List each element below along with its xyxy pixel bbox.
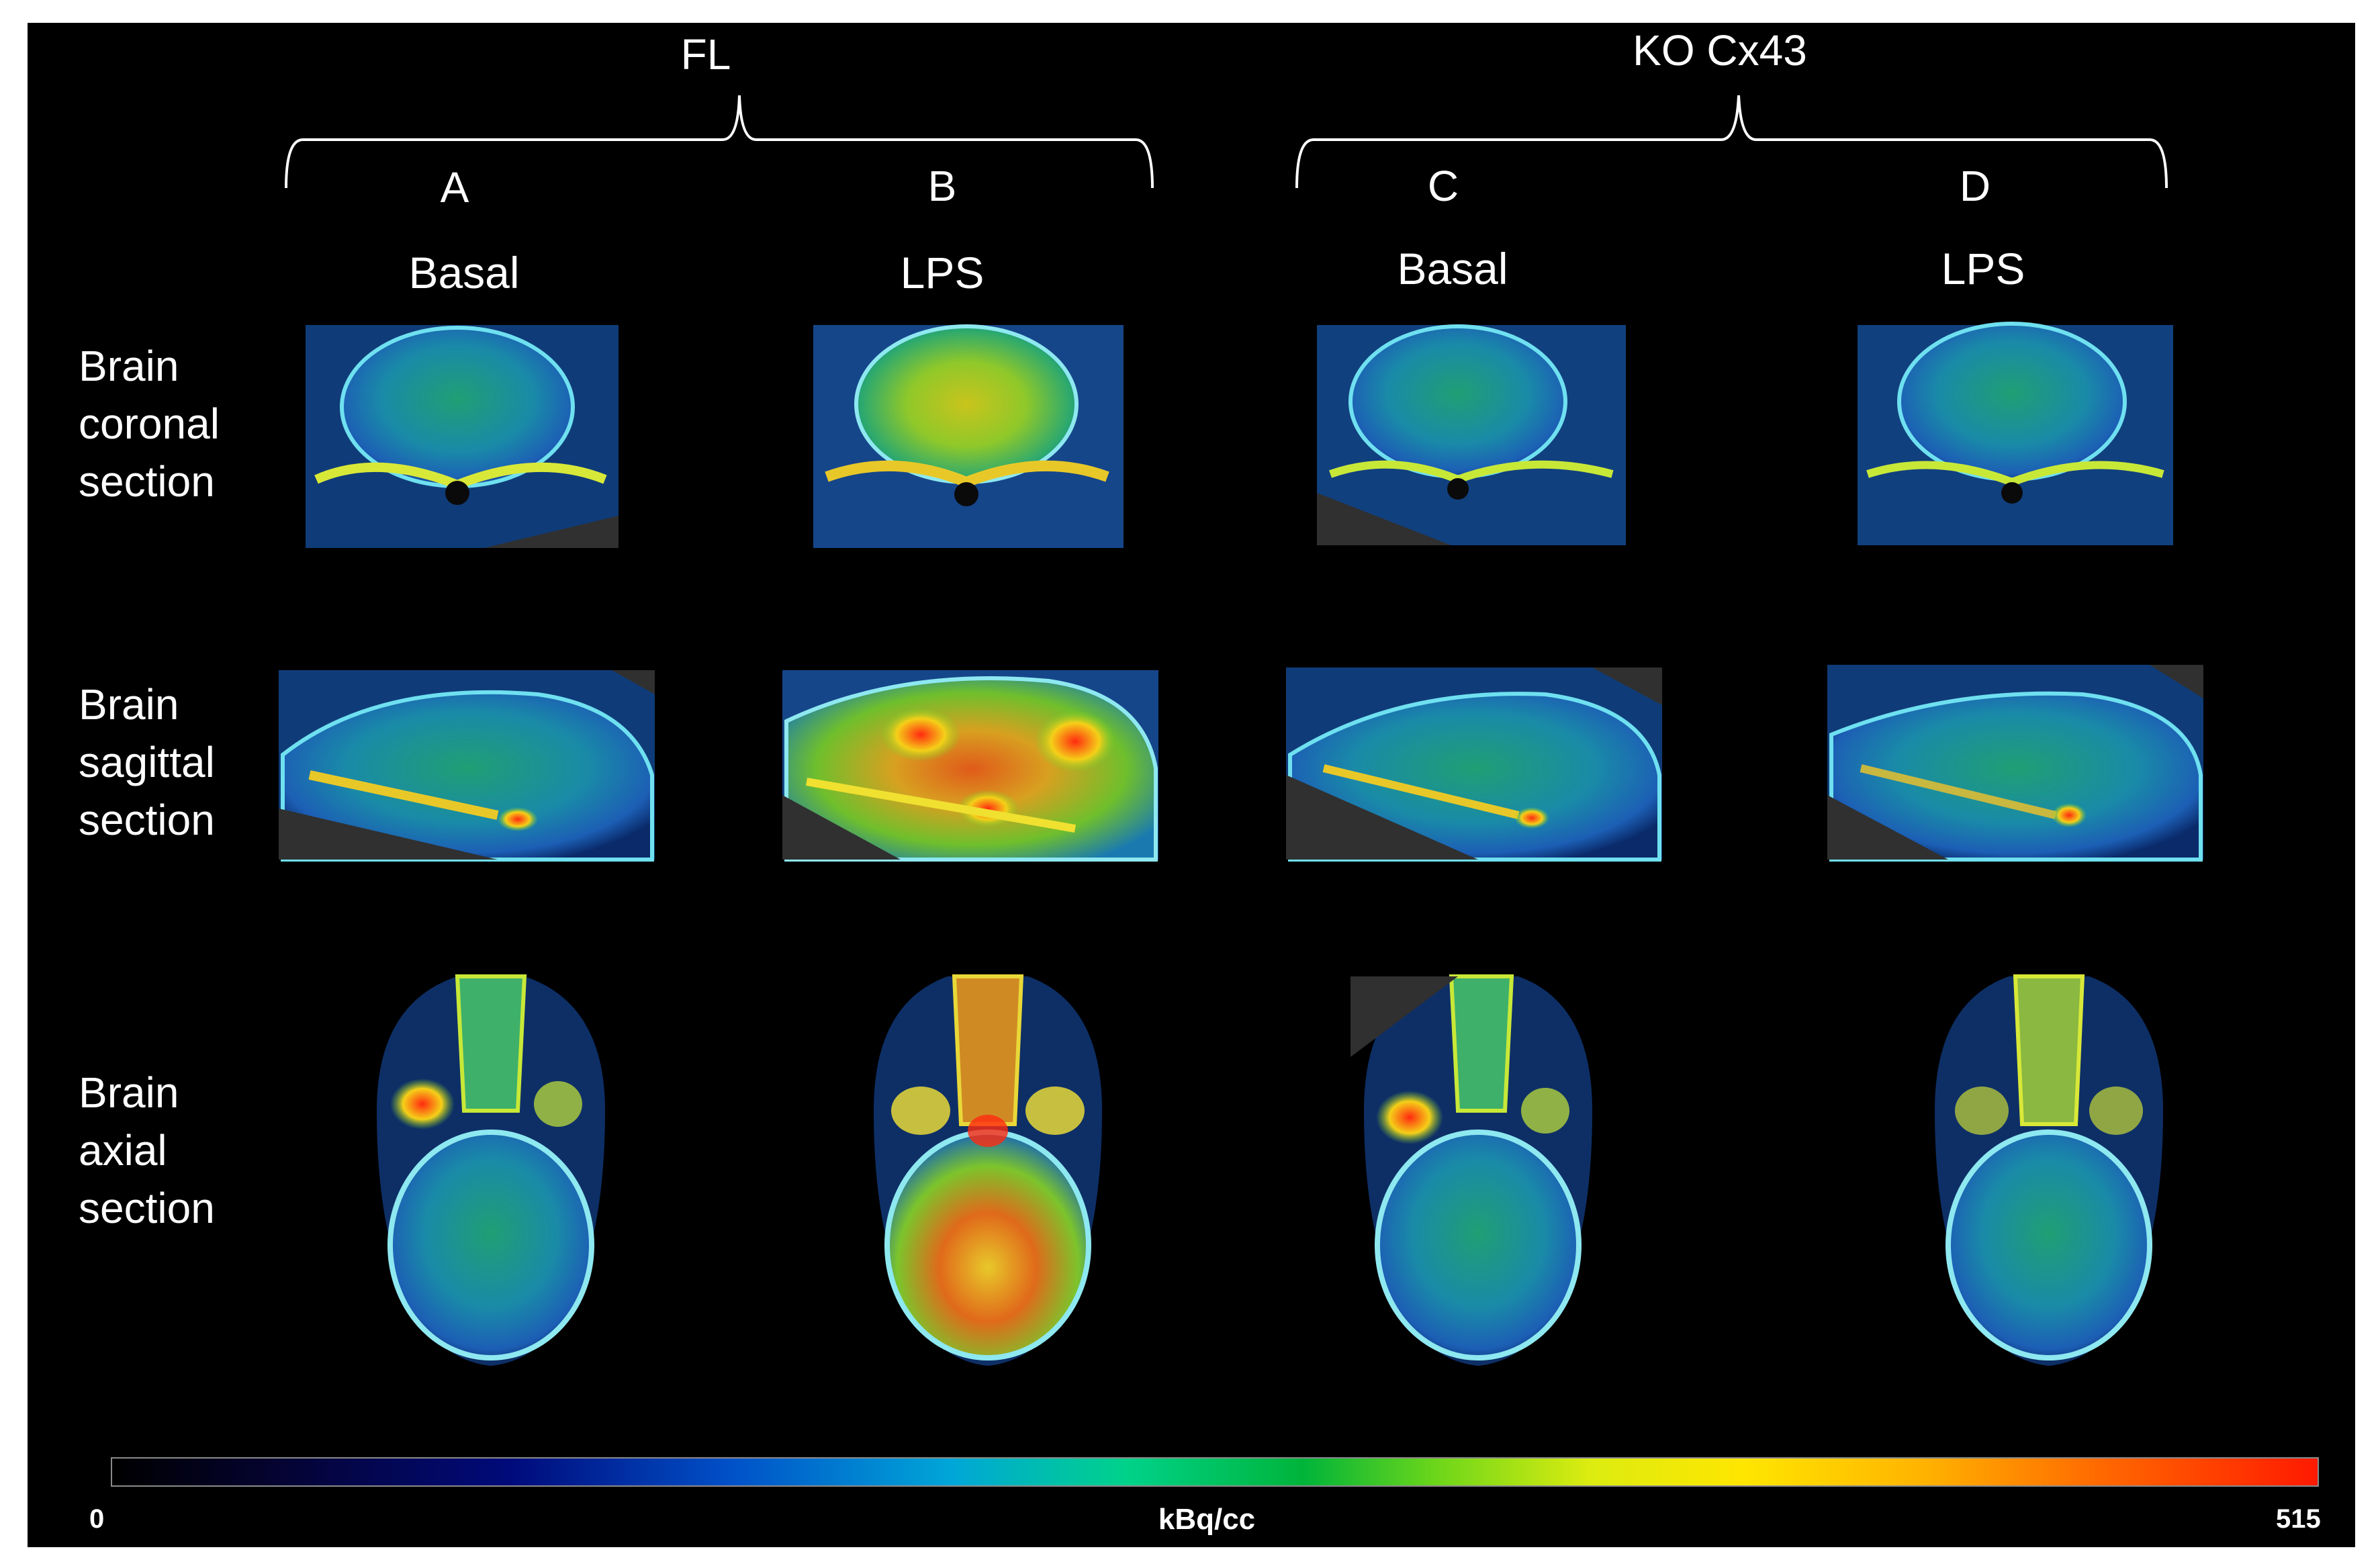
colorbar-max-label: 515 [2276,1504,2321,1534]
column-letter-a: A [440,163,469,212]
row-label-axial-line1: Brain [79,1068,179,1117]
column-letter-d: D [1959,162,1991,210]
scan-sagittal-a [279,670,655,862]
row-label-sagittal: Brain sagittal section [79,676,215,849]
scan-coronal-d [1858,322,2173,545]
row-label-coronal-line1: Brain [79,342,179,390]
column-letter-c: C [1427,162,1459,210]
scan-coronal-b [813,324,1124,548]
row-label-coronal: Brain coronal section [79,337,220,510]
group-label-ko-cx43: KO Cx43 [1633,26,1807,75]
scan-axial-d [1935,974,2163,1366]
scan-images [279,322,2203,1366]
row-label-axial: Brain axial section [79,1064,215,1237]
row-label-axial-line3: section [79,1184,215,1232]
row-label-sagittal-line3: section [79,796,215,844]
group-label-fl: FL [680,30,731,79]
scan-sagittal-d [1827,665,2203,862]
colorbar-min-label: 0 [89,1504,105,1534]
column-condition-b: LPS [900,248,985,297]
colorbar-unit-label: kBq/cc [1158,1503,1256,1536]
figure-canvas: FL KO Cx43 A B C D Basal LPS Basal LPS B… [28,23,2355,1547]
scan-sagittal-b [782,670,1158,862]
column-condition-d: LPS [1941,244,2025,293]
brace-ko [1295,95,2168,189]
scan-axial-b [874,974,1102,1366]
row-label-sagittal-line1: Brain [79,680,179,729]
column-letter-b: B [927,162,957,210]
column-condition-a: Basal [408,248,520,297]
column-condition-c: Basal [1397,244,1508,293]
scan-coronal-a [306,325,619,548]
group-braces [285,95,2168,189]
scan-axial-a [377,974,605,1366]
scan-axial-c [1351,974,1592,1366]
brace-fl [285,95,1154,189]
scan-sagittal-c [1286,667,1662,862]
row-label-sagittal-line2: sagittal [79,738,215,786]
row-label-axial-line2: axial [79,1126,167,1174]
row-label-coronal-line3: section [79,457,215,506]
row-label-coronal-line2: coronal [79,400,220,448]
colorbar [111,1457,2319,1487]
scan-coronal-c [1317,324,1626,545]
